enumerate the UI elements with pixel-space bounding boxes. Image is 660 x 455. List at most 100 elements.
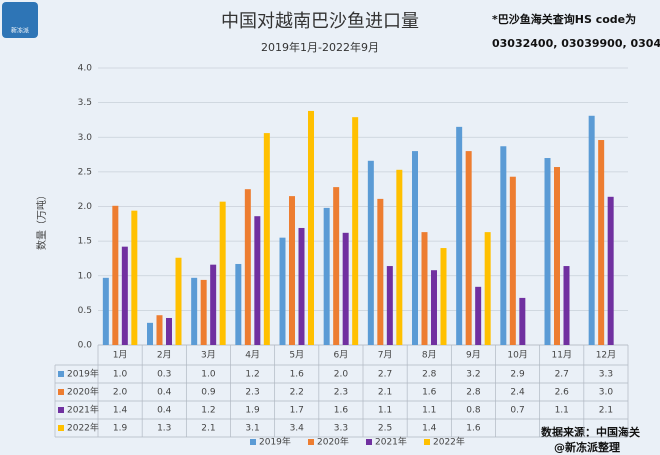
- table-cell: 3.0: [599, 388, 614, 398]
- table-row-label: 2019年: [67, 368, 99, 380]
- x-tick-label: 2月: [157, 350, 172, 361]
- bar: [200, 279, 207, 345]
- table-cell: 2.6: [555, 388, 570, 398]
- table-cell: 2.7: [378, 370, 392, 380]
- bar: [279, 237, 286, 345]
- bar: [235, 263, 242, 345]
- x-tick-label: 4月: [245, 350, 260, 361]
- bar: [475, 286, 482, 345]
- chart-subtitle: 2019年1月-2022年9月: [261, 40, 379, 54]
- x-tick-label: 5月: [289, 350, 304, 361]
- y-tick-label: 1.0: [78, 271, 93, 281]
- y-axis-label: 数量（万吨）: [35, 190, 48, 250]
- table-cell: 0.7: [510, 406, 524, 416]
- bar: [131, 210, 138, 345]
- x-tick-label: 11月: [552, 350, 572, 361]
- bar: [191, 277, 198, 345]
- table-cell: 1.6: [466, 424, 481, 434]
- bar: [377, 198, 384, 345]
- bar: [156, 315, 163, 345]
- note: *巴沙鱼海关查询HS code为: [492, 12, 636, 26]
- table-cell: 1.2: [201, 406, 215, 416]
- table-row-label: 2020年: [67, 386, 99, 398]
- x-tick-label: 8月: [422, 350, 437, 361]
- y-tick-label: 2.5: [78, 167, 92, 177]
- table-cell: 2.4: [510, 388, 525, 398]
- bar: [588, 115, 595, 345]
- bar: [607, 196, 614, 345]
- table-cell: 3.3: [334, 424, 348, 434]
- table-cell: 1.9: [113, 424, 128, 434]
- bar: [112, 205, 119, 345]
- bar: [254, 216, 261, 345]
- bar: [342, 232, 349, 345]
- table-cell: 0.9: [201, 388, 216, 398]
- table-legend-swatch: [58, 389, 64, 395]
- bar: [431, 270, 437, 345]
- bar: [519, 297, 526, 345]
- table-cell: 1.3: [157, 424, 171, 434]
- bar: [210, 264, 217, 345]
- bar: [465, 151, 472, 345]
- bar: [147, 322, 153, 345]
- table-cell: 3.4: [290, 424, 305, 434]
- table-cell: 1.9: [245, 406, 260, 416]
- bar: [298, 227, 305, 345]
- table-cell: 2.3: [334, 388, 348, 398]
- table-cell: 1.4: [113, 406, 128, 416]
- bar: [175, 257, 182, 345]
- table-cell: 2.2: [290, 388, 304, 398]
- table-cell: 1.7: [290, 406, 304, 416]
- x-tick-label: 1月: [113, 350, 128, 361]
- bar: [456, 126, 463, 345]
- table-cell: 1.6: [334, 406, 349, 416]
- table-cell: 2.1: [201, 424, 215, 434]
- source: @新冻派整理: [554, 440, 620, 454]
- table-cell: 2.5: [378, 424, 392, 434]
- bar: [166, 317, 172, 345]
- table-cell: 0.8: [466, 406, 481, 416]
- table-cell: 2.7: [555, 370, 569, 380]
- table-cell: 3.3: [599, 370, 613, 380]
- bar: [544, 158, 551, 345]
- bar: [121, 246, 128, 345]
- note: 03032400, 03039900, 03046290: [492, 37, 660, 50]
- x-tick-label: 6月: [334, 350, 349, 361]
- legend-swatch: [308, 439, 314, 445]
- logo-text: 新冻派: [11, 27, 29, 35]
- legend-swatch: [424, 439, 430, 445]
- table-cell: 1.1: [378, 406, 392, 416]
- x-tick-label: 9月: [466, 350, 481, 361]
- table-cell: 2.1: [378, 388, 392, 398]
- bar: [352, 117, 359, 345]
- bar: [554, 167, 560, 345]
- table-cell: 2.1: [599, 406, 613, 416]
- bar: [396, 169, 403, 345]
- bar: [323, 207, 330, 345]
- legend-swatch: [250, 439, 256, 445]
- source: 数据来源：中国海关: [541, 425, 640, 439]
- table-cell: 0.4: [157, 388, 172, 398]
- bar: [509, 176, 516, 345]
- table-cell: 0.3: [157, 370, 171, 380]
- table-cell: 2.9: [510, 370, 525, 380]
- table-cell: 1.1: [422, 406, 436, 416]
- y-tick-label: 3.0: [78, 133, 93, 143]
- table-cell: 2.8: [466, 388, 481, 398]
- table-row-label: 2022年: [67, 422, 99, 434]
- bar: [367, 160, 374, 345]
- x-tick-label: 12月: [596, 350, 616, 361]
- table-legend-swatch: [58, 425, 64, 431]
- legend-label: 2022年: [433, 436, 465, 448]
- table-cell: 2.8: [422, 370, 437, 380]
- bar: [219, 201, 226, 345]
- table-cell: 1.4: [422, 424, 437, 434]
- y-tick-label: 4.0: [78, 64, 93, 74]
- x-tick-label: 3月: [201, 350, 216, 361]
- bar: [244, 189, 251, 345]
- bar: [500, 146, 507, 345]
- y-tick-label: 0.5: [78, 306, 92, 316]
- bar: [440, 248, 447, 345]
- bar: [598, 140, 605, 345]
